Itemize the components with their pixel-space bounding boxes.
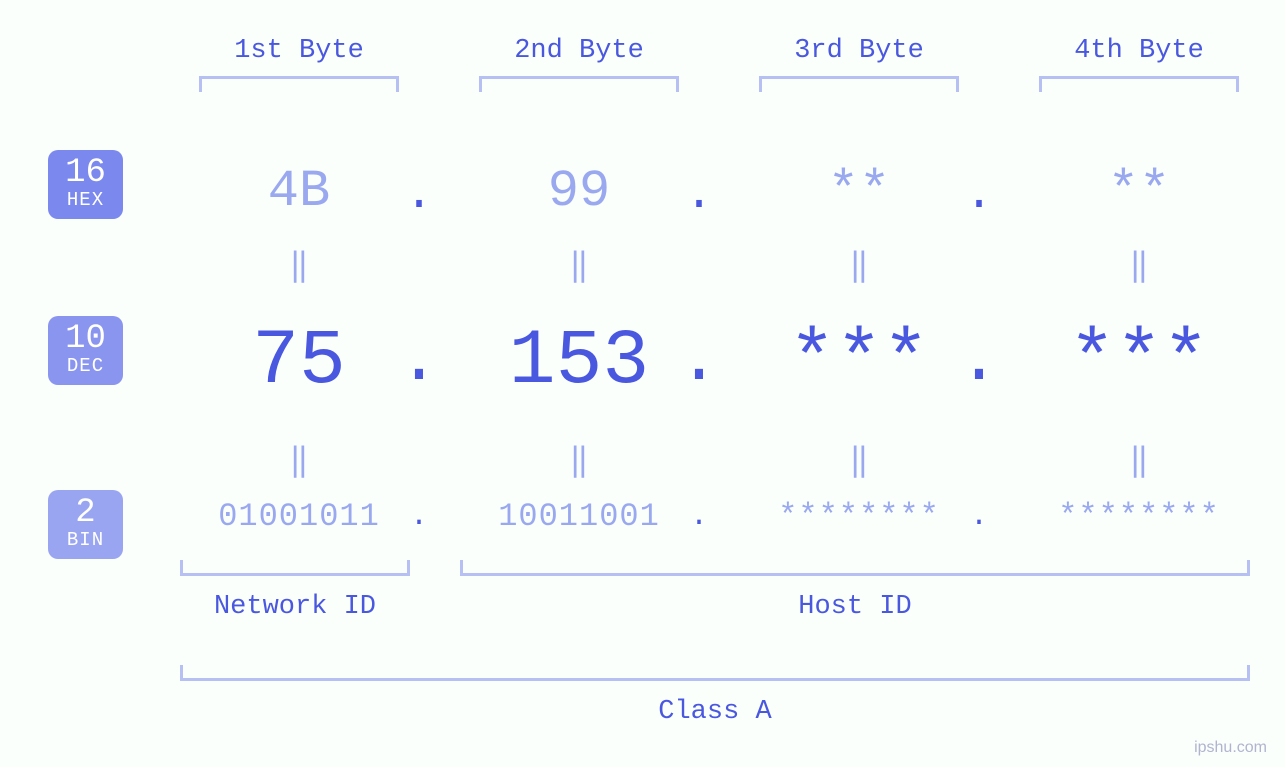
hex-byte-1: 4B — [184, 162, 414, 221]
dot-icon: . — [684, 500, 714, 534]
byte-header-label: 1st Byte — [234, 36, 364, 66]
dot-icon: . — [674, 322, 724, 401]
bin-byte-4: ******** — [1024, 498, 1254, 535]
equals-icon: ‖ — [559, 245, 599, 285]
equals-icon: ‖ — [839, 440, 879, 480]
byte-header-3: 3rd Byte — [759, 36, 959, 92]
dot-icon: . — [679, 168, 719, 222]
base-badge-hex: 16 HEX — [48, 150, 123, 219]
bracket-icon — [180, 665, 1250, 681]
base-number: 2 — [48, 496, 123, 530]
byte-header-label: 4th Byte — [1074, 36, 1204, 66]
bracket-icon — [1039, 76, 1239, 92]
bin-byte-3: ******** — [744, 498, 974, 535]
equals-icon: ‖ — [1119, 245, 1159, 285]
dot-icon: . — [954, 322, 1004, 401]
dot-icon: . — [959, 168, 999, 222]
byte-header-label: 3rd Byte — [794, 36, 924, 66]
dec-byte-1: 75 — [184, 318, 414, 406]
base-badge-bin: 2 BIN — [48, 490, 123, 559]
ip-bytes-diagram: { "colors": { "background": "#fbfffc", "… — [0, 0, 1285, 767]
bin-byte-2: 10011001 — [464, 498, 694, 535]
bin-byte-1: 01001011 — [184, 498, 414, 535]
watermark-text: ipshu.com — [1194, 739, 1267, 757]
class-label: Class A — [180, 697, 1250, 727]
base-number: 10 — [48, 322, 123, 356]
byte-header-2: 2nd Byte — [479, 36, 679, 92]
hex-byte-4: ** — [1024, 162, 1254, 221]
equals-icon: ‖ — [1119, 440, 1159, 480]
bracket-icon — [479, 76, 679, 92]
host-id-label: Host ID — [460, 592, 1250, 622]
base-label: HEX — [48, 190, 123, 211]
equals-icon: ‖ — [839, 245, 879, 285]
dec-byte-3: *** — [744, 318, 974, 406]
base-number: 16 — [48, 156, 123, 190]
byte-header-label: 2nd Byte — [514, 36, 644, 66]
bracket-icon — [460, 560, 1250, 576]
base-badge-dec: 10 DEC — [48, 316, 123, 385]
bracket-icon — [759, 76, 959, 92]
byte-header-1: 1st Byte — [199, 36, 399, 92]
hex-byte-3: ** — [744, 162, 974, 221]
equals-icon: ‖ — [279, 440, 319, 480]
dot-icon: . — [399, 168, 439, 222]
network-id-label: Network ID — [180, 592, 410, 622]
hex-byte-2: 99 — [464, 162, 694, 221]
bracket-icon — [180, 560, 410, 576]
equals-icon: ‖ — [559, 440, 599, 480]
dot-icon: . — [964, 500, 994, 534]
bracket-icon — [199, 76, 399, 92]
byte-header-4: 4th Byte — [1039, 36, 1239, 92]
base-label: DEC — [48, 356, 123, 377]
equals-icon: ‖ — [279, 245, 319, 285]
base-label: BIN — [48, 530, 123, 551]
dec-byte-2: 153 — [464, 318, 694, 406]
dec-byte-4: *** — [1024, 318, 1254, 406]
dot-icon: . — [404, 500, 434, 534]
dot-icon: . — [394, 322, 444, 401]
